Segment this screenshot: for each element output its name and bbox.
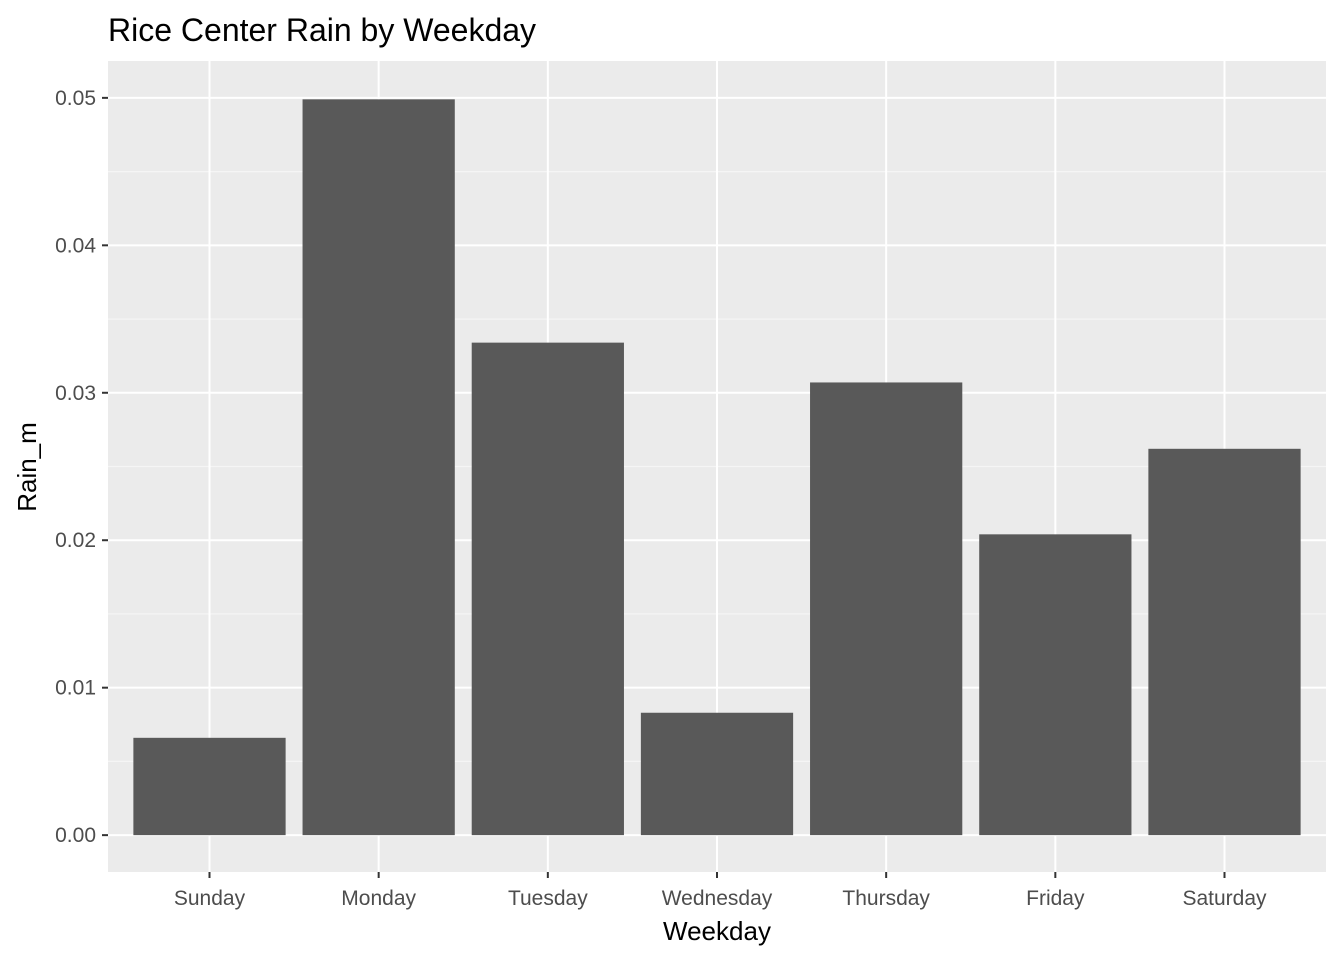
bar-saturday (1148, 448, 1301, 836)
bar-thursday (810, 382, 963, 836)
bar-tuesday (471, 342, 624, 836)
y-tick-label: 0.04 (55, 234, 96, 257)
x-axis-title: Weekday (663, 916, 771, 946)
x-tick-label: Tuesday (508, 887, 588, 910)
x-tick-label: Sunday (174, 887, 246, 910)
bar-monday (302, 99, 455, 836)
bar-wednesday (640, 712, 794, 836)
x-tick-label: Thursday (842, 887, 930, 910)
bar-sunday (133, 737, 286, 836)
y-tick-label: 0.02 (55, 529, 96, 552)
bar-friday (979, 534, 1132, 836)
y-tick-label: 0.03 (55, 382, 96, 405)
plot-panel (108, 61, 1326, 872)
y-tick-label: 0.05 (55, 87, 96, 110)
x-axis: Sunday Monday Tuesday Wednesday Thursday Frid… (174, 872, 1267, 910)
y-axis-title: Rain_m (12, 422, 42, 512)
y-tick-label: 0.00 (55, 824, 96, 847)
x-tick-label: Monday (341, 887, 416, 910)
x-tick-label: Wednesday (662, 887, 773, 910)
y-axis: 0.00 0.01 0.02 0.03 0.04 0.05 (55, 87, 108, 847)
y-tick-label: 0.01 (55, 677, 96, 700)
x-tick-label: Friday (1026, 887, 1085, 910)
bars (133, 99, 1301, 836)
chart-title: Rice Center Rain by Weekday (108, 12, 536, 48)
x-tick-label: Saturday (1182, 887, 1267, 910)
